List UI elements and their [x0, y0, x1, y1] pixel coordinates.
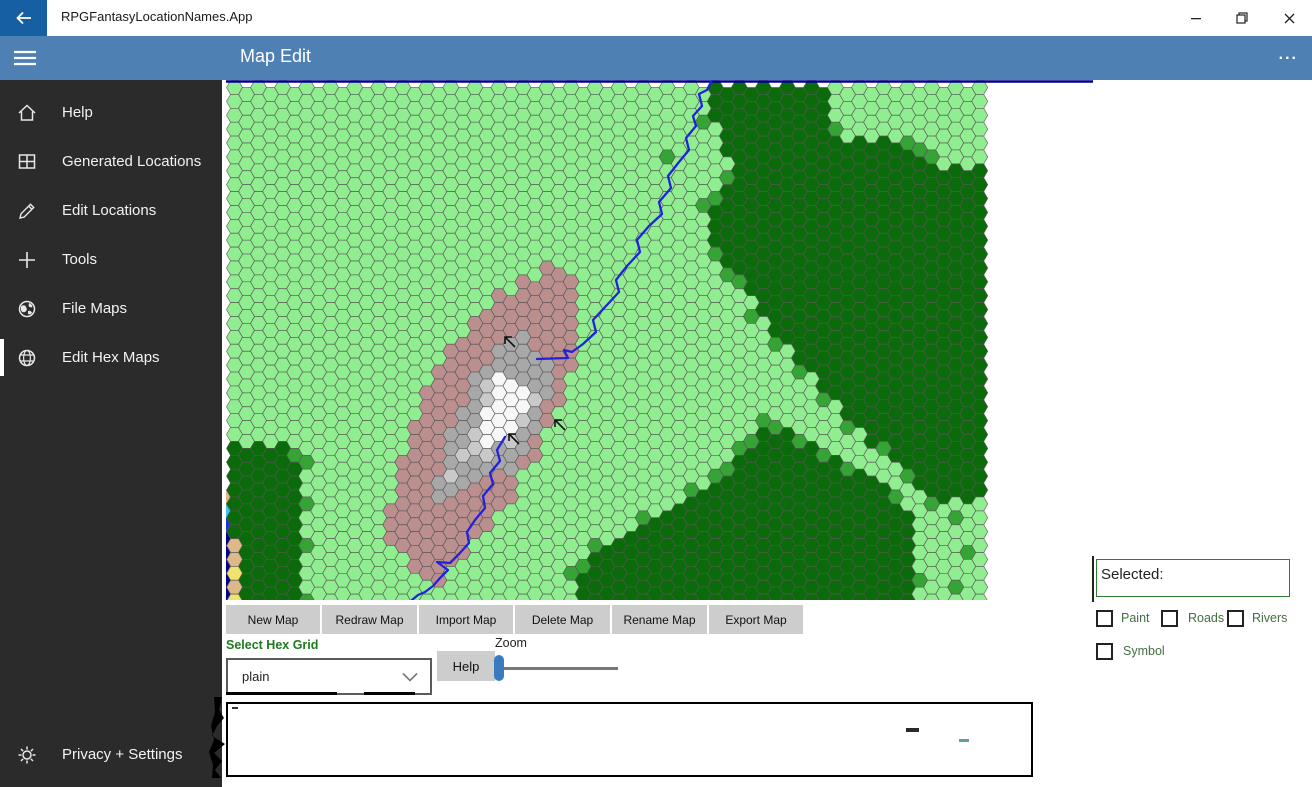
back-arrow-icon [15, 11, 31, 25]
app-header: Map Edit ... [0, 36, 1312, 80]
tiny-mark [959, 739, 969, 742]
dropdown-underline-2 [364, 692, 415, 695]
pencil-icon [19, 202, 35, 219]
hex-grid-dropdown[interactable]: plain [226, 658, 432, 695]
page-title: Map Edit [240, 46, 312, 66]
symbol-checkbox[interactable] [1096, 643, 1113, 660]
import-map-button[interactable]: Import Map [419, 605, 513, 634]
rivers-checkbox[interactable] [1227, 610, 1244, 627]
new-map-button[interactable]: New Map [226, 605, 320, 634]
sidebar-item-label: Privacy + Settings [62, 746, 183, 763]
grid-icon [18, 153, 36, 169]
sidebar-item-label: Help [62, 104, 93, 121]
chevron-down-icon [402, 672, 418, 682]
sidebar-item-label: Tools [62, 251, 98, 268]
hex-grid-dropdown-value: plain [242, 669, 270, 684]
bottom-panel-box [226, 702, 1033, 777]
hamburger-menu-button[interactable] [8, 43, 42, 73]
export-map-button[interactable]: Export Map [709, 605, 803, 634]
roads-checkbox[interactable] [1161, 610, 1178, 627]
window-title: RPGFantasyLocationNames.App [61, 9, 253, 24]
tiny-mark [906, 728, 919, 732]
drag-handle-artifact [209, 697, 225, 778]
zoom-slider-thumb[interactable] [494, 655, 504, 681]
map-right-border [1092, 556, 1094, 602]
close-button[interactable] [1266, 0, 1312, 36]
delete-map-button[interactable]: Delete Map [515, 605, 610, 634]
zoom-label: Zoom [495, 636, 527, 650]
sidebar: Help Generated Locations Edit Locations … [0, 80, 222, 787]
rivers-checkbox-label: Rivers [1252, 611, 1288, 625]
minimize-button[interactable] [1173, 0, 1219, 36]
restore-icon [1236, 12, 1248, 24]
minimize-icon [1191, 18, 1201, 20]
hamburger-icon [14, 50, 36, 66]
hex-map-canvas[interactable] [226, 80, 1093, 600]
title-bar: RPGFantasyLocationNames.App [0, 0, 1312, 36]
zoom-slider-track[interactable] [504, 667, 618, 670]
sidebar-item-label: Generated Locations [62, 153, 202, 170]
symbol-checkbox-label: Symbol [1123, 644, 1165, 658]
hex-globe-icon [18, 349, 36, 366]
plus-icon [19, 251, 35, 268]
sidebar-item-file-maps[interactable]: File Maps [0, 284, 222, 333]
selected-label: Selected: [1101, 566, 1164, 583]
overflow-menu-button[interactable]: ... [1278, 46, 1298, 63]
restore-button[interactable] [1219, 0, 1265, 36]
dropdown-underline-1 [226, 692, 337, 695]
gear-icon [18, 746, 36, 763]
redraw-map-button[interactable]: Redraw Map [322, 605, 417, 634]
tiny-mark [232, 707, 238, 709]
sidebar-item-edit-hex-maps[interactable]: Edit Hex Maps [0, 333, 222, 382]
sidebar-item-tools[interactable]: Tools [0, 235, 222, 284]
selected-box: Selected: [1096, 559, 1290, 597]
selected-indicator [0, 339, 4, 376]
rename-map-button[interactable]: Rename Map [612, 605, 707, 634]
roads-checkbox-label: Roads [1188, 611, 1225, 625]
back-button[interactable] [0, 0, 47, 36]
home-icon [18, 103, 36, 121]
sidebar-item-generated-locations[interactable]: Generated Locations [0, 137, 222, 186]
globe-icon [18, 300, 36, 317]
sidebar-item-label: Edit Locations [62, 202, 157, 219]
sidebar-item-label: Edit Hex Maps [62, 349, 160, 366]
sidebar-item-edit-locations[interactable]: Edit Locations [0, 186, 222, 235]
paint-checkbox-label: Paint [1121, 611, 1150, 625]
close-icon [1284, 13, 1294, 23]
sidebar-item-privacy-settings[interactable]: Privacy + Settings [0, 730, 222, 779]
help-button[interactable]: Help [437, 651, 495, 681]
sidebar-item-help[interactable]: Help [0, 88, 222, 137]
paint-checkbox[interactable] [1096, 610, 1113, 627]
sidebar-item-label: File Maps [62, 300, 128, 317]
select-hex-grid-label: Select Hex Grid [226, 638, 319, 652]
hex-map-svg [226, 80, 1093, 600]
